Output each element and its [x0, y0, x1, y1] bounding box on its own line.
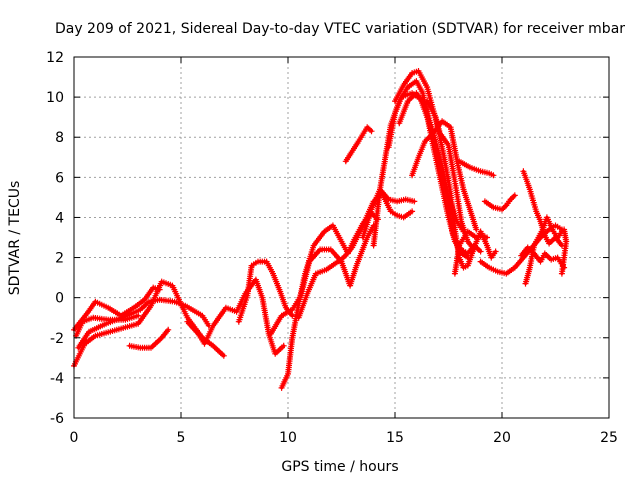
series-arc-7 — [235, 258, 296, 325]
series-arc-19 — [456, 158, 497, 179]
y-tick-label: 0 — [55, 291, 64, 307]
series-arc-9 — [267, 222, 377, 337]
x-axis-label: GPS time / hours — [281, 459, 398, 475]
y-tick-label: -4 — [50, 371, 64, 387]
series-markers — [520, 168, 565, 249]
series-arc-17 — [409, 118, 480, 233]
series-markers — [456, 158, 497, 179]
plot-frame — [73, 56, 610, 419]
series-arc-4 — [126, 326, 172, 351]
y-tick-label: -2 — [50, 331, 64, 347]
series-arc-5 — [73, 312, 142, 339]
series-arc-25 — [518, 244, 568, 271]
y-tick-label: 6 — [55, 170, 64, 186]
y-tick-label: 10 — [46, 90, 64, 106]
y-axis-label: SDTVAR / TECUs — [7, 181, 23, 296]
series-line — [479, 224, 564, 276]
x-tick-label: 10 — [279, 430, 297, 446]
frame-layer — [73, 56, 610, 419]
series-markers — [342, 124, 375, 165]
series-markers — [409, 118, 480, 233]
series-markers — [126, 326, 172, 351]
y-tick-label: 2 — [55, 251, 64, 267]
y-tick-label: 8 — [55, 130, 64, 146]
x-tick-label: 25 — [600, 430, 618, 446]
y-tick-label: -6 — [50, 411, 64, 427]
series-markers — [481, 192, 518, 213]
series-markers — [558, 226, 570, 277]
series-layer — [71, 68, 570, 391]
series-markers — [184, 276, 287, 357]
chart-title: Day 209 of 2021, Sidereal Day-to-day VTE… — [55, 21, 625, 37]
series-arc-20 — [451, 228, 490, 277]
x-tick-label: 15 — [386, 430, 404, 446]
series-markers — [267, 222, 377, 337]
series-markers — [73, 312, 142, 339]
series-arc-6 — [184, 276, 287, 357]
series-arc-12 — [342, 124, 375, 165]
series-markers — [451, 228, 490, 277]
x-tick-label: 0 — [70, 430, 79, 446]
grid-layer — [74, 57, 609, 418]
series-arc-26 — [558, 226, 570, 277]
tick-layer: -6 -4 -2 0 2 4 6 8 10 12 0 5 10 15 20 25 — [46, 50, 618, 446]
x-tick-label: 5 — [177, 430, 186, 446]
y-tick-label: 4 — [55, 210, 64, 226]
y-tick-label: 12 — [46, 50, 64, 66]
series-markers — [518, 244, 568, 271]
x-tick-label: 20 — [493, 430, 511, 446]
series-markers — [235, 258, 296, 325]
series-line — [269, 224, 376, 336]
series-arc-22 — [481, 192, 518, 213]
